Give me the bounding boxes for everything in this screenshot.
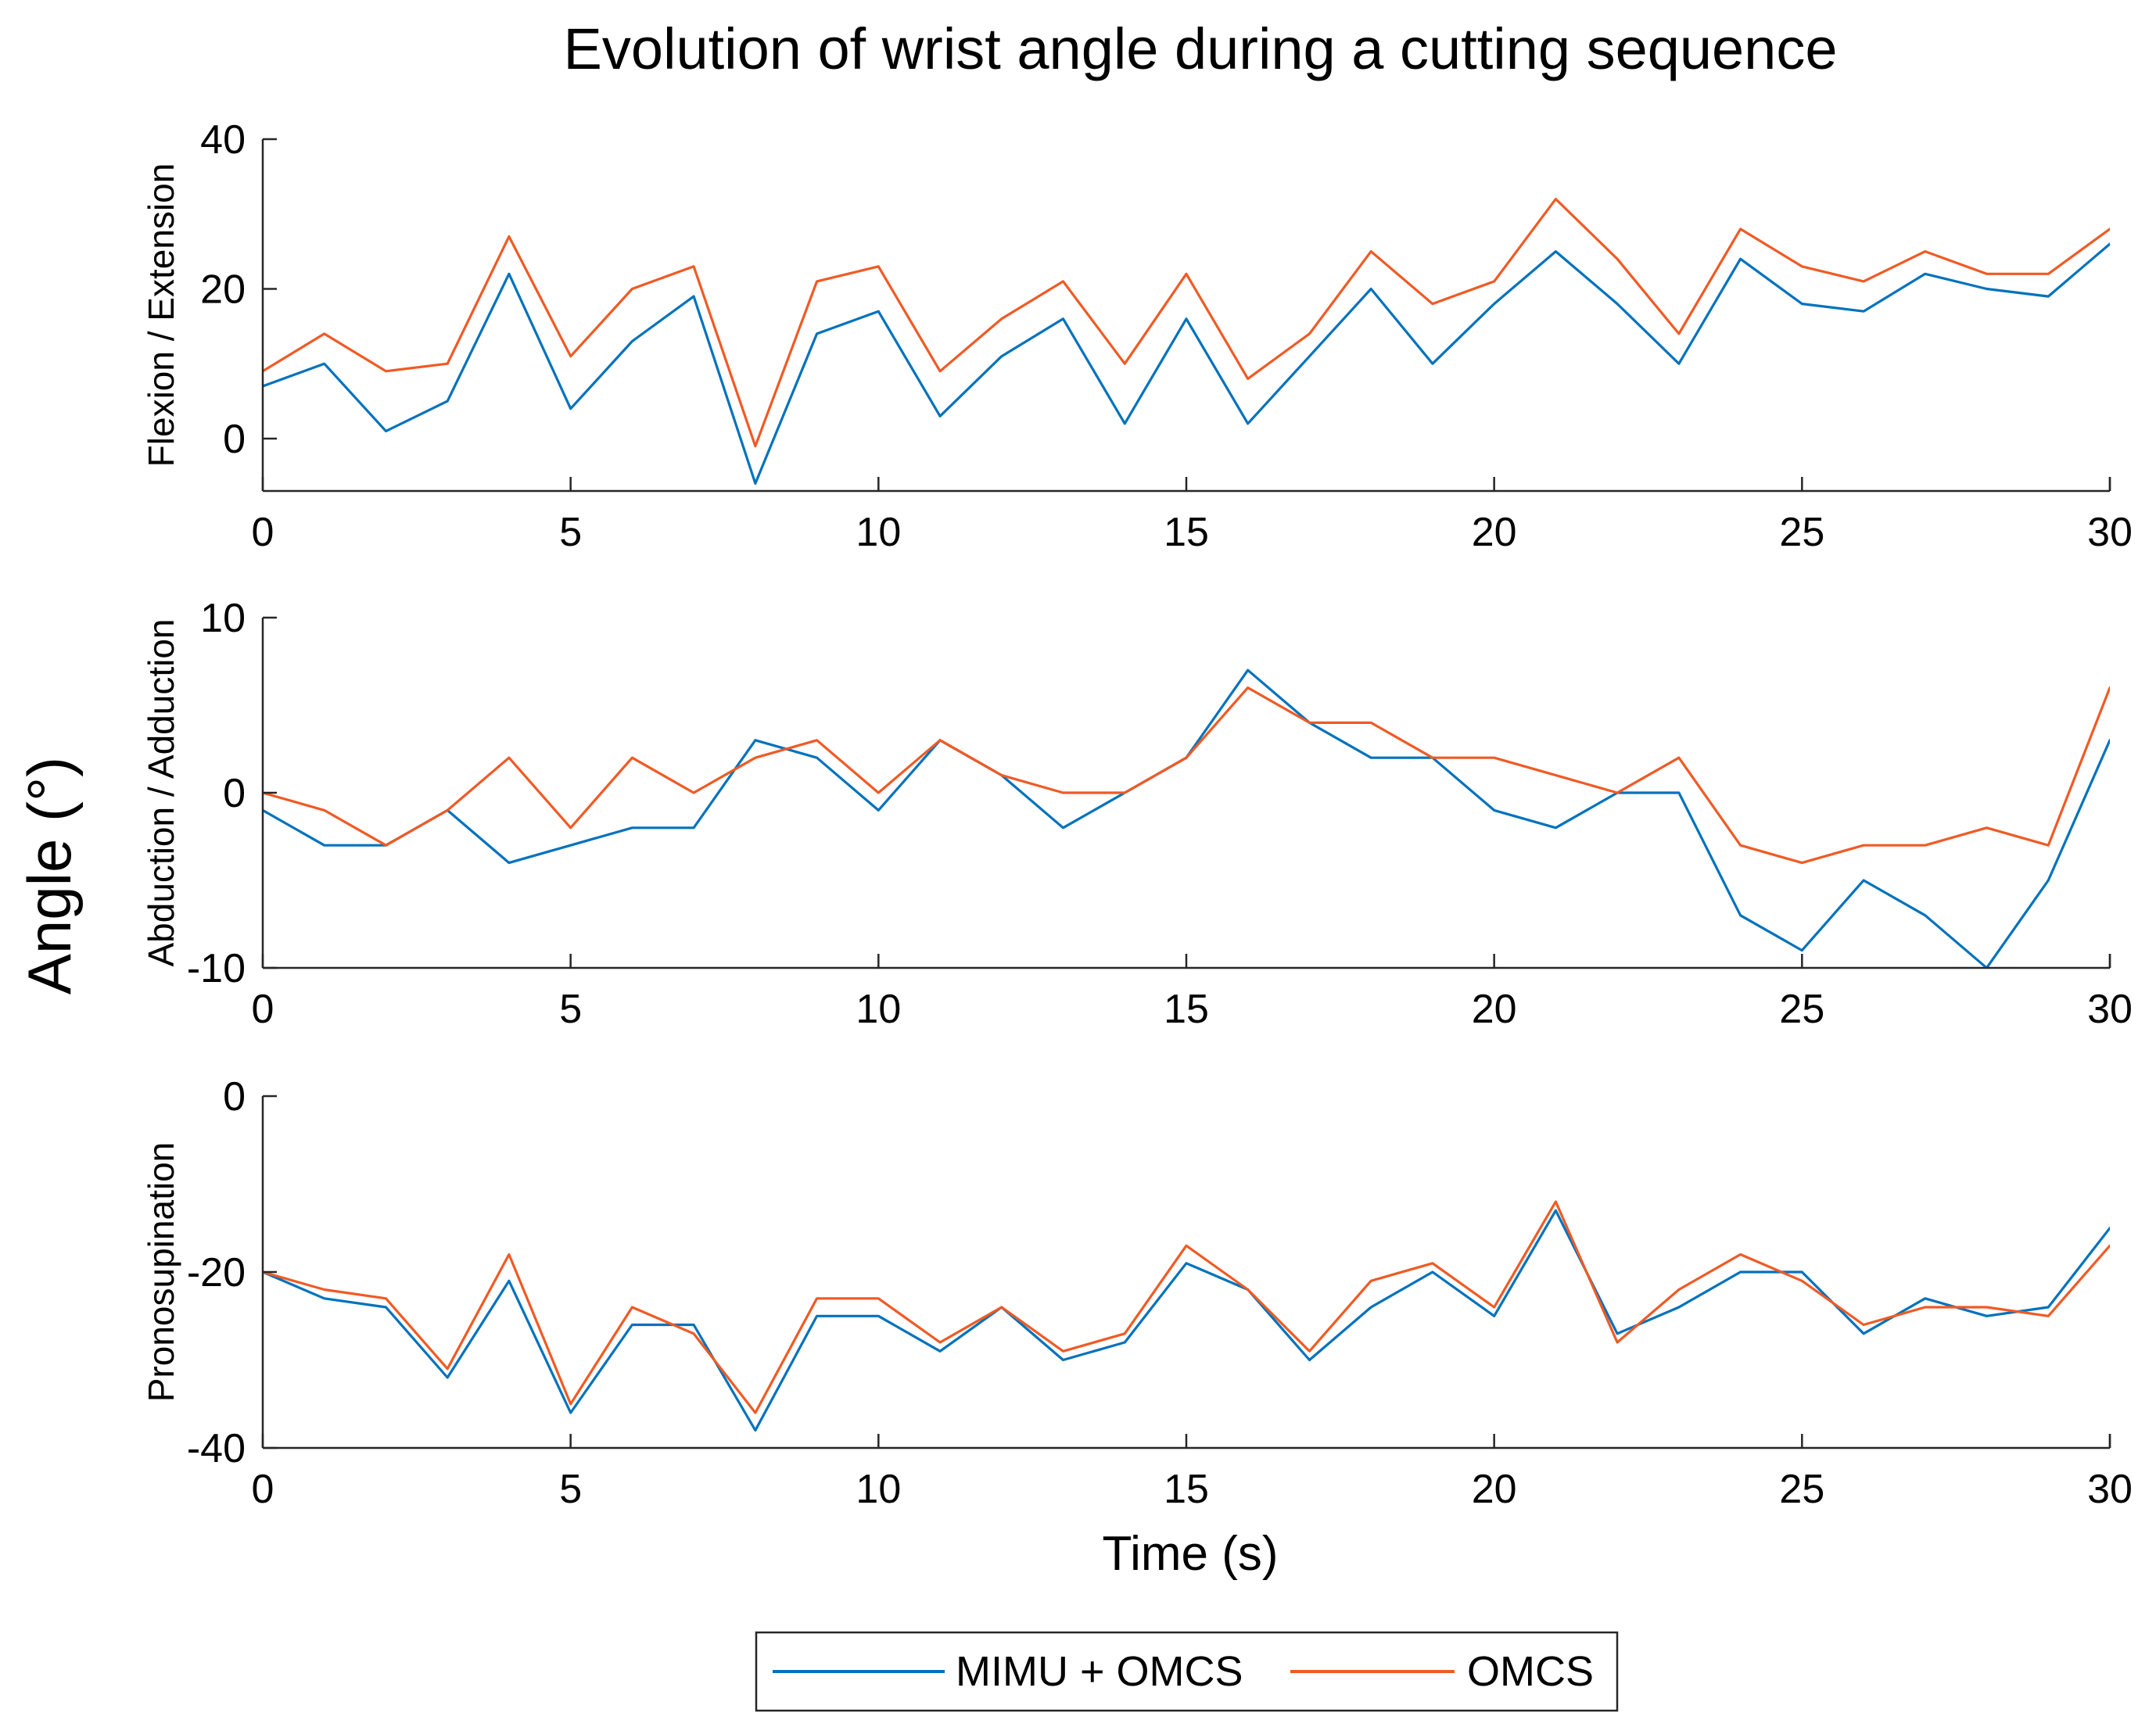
y-tick-label: -40 (187, 1426, 246, 1471)
subplot-pronosupination: 0 5 10 15 20 25 30 -40 -20 0 Pronosupination (141, 1074, 2133, 1512)
legend-label-mimu-omcs: MIMU + OMCS (956, 1648, 1243, 1695)
x-tick-label: 5 (559, 510, 582, 555)
x-tick-label: 0 (252, 1467, 274, 1512)
x-tick-label: 15 (1164, 1467, 1209, 1512)
x-tick-label: 25 (1779, 510, 1824, 555)
x-tick-label: 10 (856, 510, 901, 555)
x-tick-label: 25 (1779, 1467, 1824, 1512)
legend-label-omcs: OMCS (1467, 1648, 1594, 1695)
x-tick-label: 20 (1472, 1467, 1517, 1512)
series-line-omcs-flexion-extension (263, 198, 2110, 448)
shared-x-axis-label: Time (s) (1103, 1527, 1279, 1581)
y-axis-label-pronosupination: Pronosupination (141, 1142, 181, 1402)
y-axis-label-flexion-extension: Flexion / Extension (141, 163, 181, 468)
x-tick-label: 20 (1472, 510, 1517, 555)
legend: MIMU + OMCS OMCS (755, 1631, 1619, 1712)
subplot-flexion-extension: 0 5 10 15 20 25 30 0 20 40 Flexion / Extension (141, 117, 2133, 555)
x-tick-label: 10 (856, 1467, 901, 1512)
y-tick-label: 0 (223, 1074, 246, 1120)
y-tick-label: 20 (200, 267, 246, 312)
x-tick-label: 30 (2087, 510, 2133, 555)
y-tick-label: 10 (200, 596, 246, 641)
x-tick-label: 5 (559, 1467, 582, 1512)
y-tick-label: -10 (187, 946, 246, 991)
series-line-mimu-omcs-flexion-extension (263, 242, 2110, 486)
x-tick-label: 30 (2087, 987, 2133, 1032)
x-tick-label: 10 (856, 987, 901, 1032)
y-tick-label: 0 (223, 771, 246, 816)
series-line-omcs-pronosupination (263, 1200, 2110, 1414)
x-tick-label: 25 (1779, 987, 1824, 1032)
shared-y-axis-label: Angle (°) (15, 757, 84, 994)
series-line-mimu-omcs-pronosupination (263, 1209, 2110, 1432)
y-tick-label: -20 (187, 1250, 246, 1295)
subplot-panels: 0 5 10 15 20 25 30 0 20 40 Flexion / Extension 0 5 10… (141, 117, 2133, 1512)
x-tick-label: 5 (559, 987, 582, 1032)
x-tick-label: 15 (1164, 510, 1209, 555)
series-line-omcs-abduction-adduction (263, 686, 2110, 865)
y-tick-label: 40 (200, 117, 246, 163)
x-tick-label: 15 (1164, 987, 1209, 1032)
x-tick-label: 20 (1472, 987, 1517, 1032)
y-axis-label-abduction-adduction: Abduction / Adduction (141, 619, 181, 967)
x-tick-label: 0 (252, 987, 274, 1032)
chart-title: Evolution of wrist angle during a cuttin… (563, 16, 1837, 81)
x-tick-label: 0 (252, 510, 274, 555)
y-tick-label: 0 (223, 417, 246, 462)
x-tick-label: 30 (2087, 1467, 2133, 1512)
